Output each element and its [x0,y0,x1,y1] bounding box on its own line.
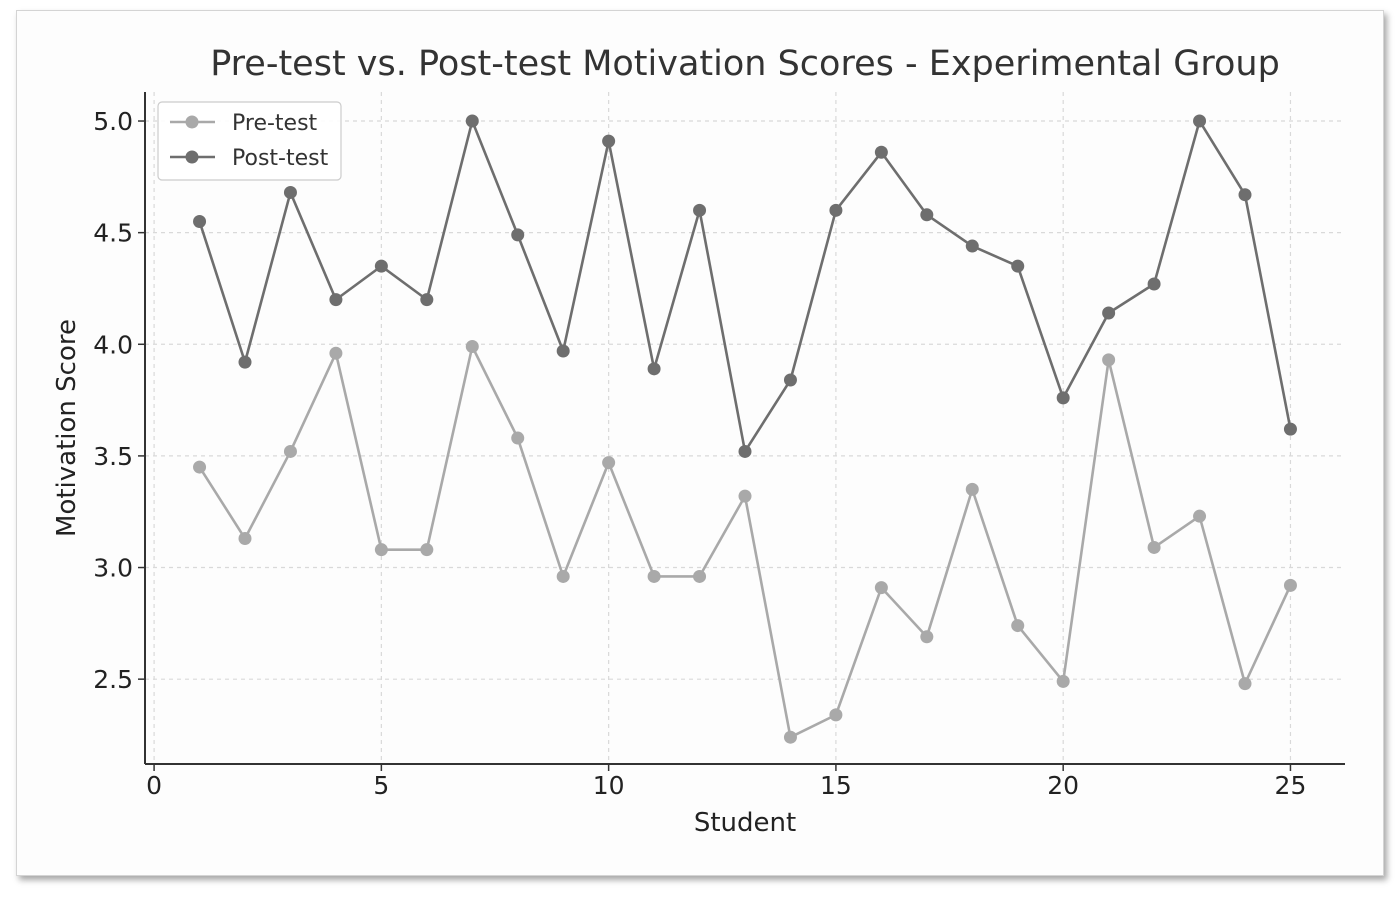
pre-test-point [920,630,934,644]
post-test-point [1238,188,1252,202]
x-axis-label: Student [694,808,796,838]
pre-test-point [420,543,434,557]
pre-test-point [1102,353,1116,367]
pre-test-point [283,444,297,458]
pre-test-point [829,708,843,722]
grid [145,92,1345,764]
post-test-point [829,203,843,217]
y-tick-label: 5.0 [93,107,133,136]
y-tick-label: 3.0 [93,554,133,583]
x-tick-label: 10 [593,771,625,800]
legend-marker-pre-test [185,115,199,129]
post-test-point [238,355,252,369]
x-tick-label: 5 [373,771,389,800]
post-test-point [920,208,934,222]
y-tick-label: 2.5 [93,665,133,694]
post-test-point [965,239,979,253]
pre-test-point [1056,674,1070,688]
post-test-point [1147,277,1161,291]
post-test-point [283,185,297,199]
pre-test-point [693,569,707,583]
pre-test-point [602,456,616,470]
y-axis-label: Motivation Score [52,319,82,537]
pre-test-point [374,543,388,557]
legend: Pre-test Post-test [157,101,342,181]
post-test-point [693,203,707,217]
legend-label-pre-test: Pre-test [232,111,318,136]
y-tick-label: 4.0 [93,330,133,359]
post-test-point [329,293,343,307]
pre-test-point [465,340,479,354]
pre-test-point [874,581,888,595]
x-tick-label: 0 [146,771,162,800]
pre-test-point [329,346,343,360]
legend-marker-post-test [185,150,199,164]
post-test-point [511,228,525,242]
pre-test-point [647,569,661,583]
pre-test-point [193,460,207,474]
post-test-point [783,373,797,387]
post-test-point [647,362,661,376]
pre-test-point [238,532,252,546]
axes: 0 5 10 15 20 25 2.5 3.0 3.5 4.0 4.5 5.0 [93,92,1345,800]
pre-test-point [1193,509,1207,523]
pre-test-point [783,730,797,744]
pre-test-point [1238,677,1252,691]
post-test-point [1283,422,1297,436]
post-test-point [193,214,207,228]
x-tick-label: 20 [1047,771,1079,800]
series-layer [193,114,1297,744]
y-tick-label: 4.5 [93,219,133,248]
post-test-point [1011,259,1025,273]
post-test-point [874,145,888,159]
post-test-point [602,134,616,148]
y-tick-label: 3.5 [93,442,133,471]
series-line-post-test [198,119,1292,453]
post-test-point [465,114,479,128]
pre-test-point [556,569,570,583]
pre-test-point [1011,619,1025,633]
post-test-point [1056,391,1070,405]
legend-label-post-test: Post-test [232,146,329,171]
x-tick-label: 25 [1275,771,1307,800]
pre-test-point [965,482,979,496]
post-test-point [556,344,570,358]
post-test-point [420,293,434,307]
pre-test-point [1147,540,1161,554]
chart-title: Pre-test vs. Post-test Motivation Scores… [210,44,1280,84]
pre-test-point [738,489,752,503]
x-tick-label: 15 [820,771,852,800]
post-test-point [1193,114,1207,128]
post-test-point [1102,306,1116,320]
post-test-point [738,444,752,458]
pre-test-point [511,431,525,445]
post-test-point [374,259,388,273]
pre-test-point [1283,578,1297,592]
